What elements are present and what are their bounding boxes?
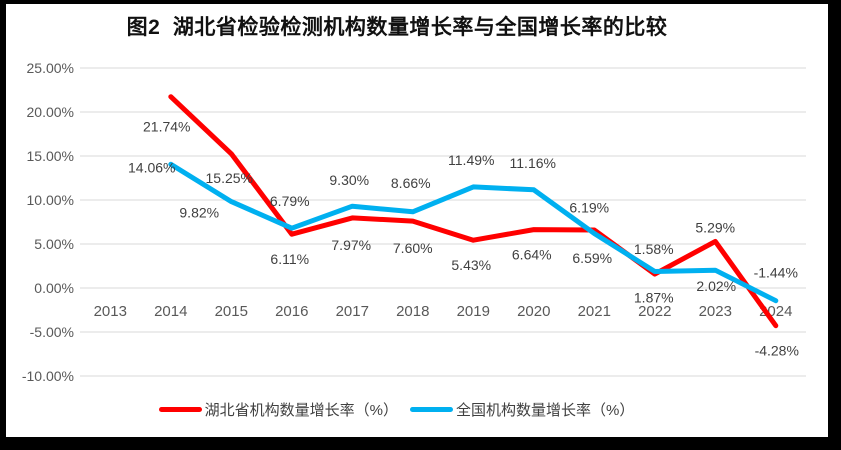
data-label-hubei-2021: 6.59% — [572, 250, 612, 266]
data-label-national-2019: 11.49% — [448, 152, 494, 168]
data-label-national-2022: 1.87% — [634, 290, 674, 306]
chart-legend: 湖北省机构数量增长率（%） 全国机构数量增长率（%） — [0, 399, 793, 420]
x-axis-tick-label: 2018 — [396, 303, 429, 320]
x-axis-tick-label: 2016 — [275, 303, 308, 320]
data-label-national-2023: 2.02% — [696, 278, 736, 294]
x-axis-tick-label: 2020 — [517, 303, 550, 320]
data-label-hubei-2018: 7.60% — [393, 240, 433, 256]
x-axis-tick-label: 2017 — [336, 303, 369, 320]
legend-label-national: 全国机构数量增长率（%） — [456, 402, 635, 419]
legend-label-hubei: 湖北省机构数量增长率（%） — [204, 402, 398, 419]
data-label-hubei-2024: -4.28% — [755, 343, 799, 359]
data-label-national-2014: 14.06% — [128, 159, 175, 175]
data-label-hubei-2014: 21.74% — [143, 119, 190, 135]
y-axis-tick-label: 5.00% — [34, 236, 74, 252]
data-label-national-2016: 6.79% — [270, 193, 310, 209]
data-label-hubei-2017: 7.97% — [331, 237, 371, 253]
x-axis-tick-label: 2013 — [94, 303, 127, 320]
data-label-hubei-2023: 5.29% — [695, 219, 735, 235]
x-axis-tick-label: 2021 — [578, 303, 611, 320]
y-axis-tick-label: 10.00% — [27, 192, 74, 208]
data-label-hubei-2015: 15.25% — [206, 170, 253, 186]
x-axis-tick-label: 2022 — [638, 303, 671, 320]
data-label-hubei-2020: 6.64% — [512, 247, 552, 263]
data-label-hubei-2016: 6.11% — [270, 251, 309, 267]
data-label-national-2015: 9.82% — [179, 205, 219, 221]
x-axis-tick-label: 2015 — [215, 303, 248, 320]
data-label-national-2020: 11.16% — [510, 155, 556, 171]
data-label-national-2024: -1.44% — [754, 265, 798, 281]
data-label-national-2021: 6.19% — [569, 200, 609, 216]
series-line-hubei — [168, 94, 779, 329]
data-label-national-2017: 9.30% — [329, 172, 369, 188]
data-label-hubei-2019: 5.43% — [451, 257, 491, 273]
data-label-national-2018: 8.66% — [391, 175, 431, 191]
y-axis-tick-label: -10.00% — [22, 368, 74, 384]
data-label-hubei-2022: 1.58% — [634, 241, 674, 257]
y-axis-tick-label: 0.00% — [34, 280, 74, 296]
chart-title: 图2 湖北省检验检测机构数量增长率与全国增长率的比较 — [126, 16, 668, 39]
legend-line-swatch-national — [410, 407, 453, 412]
legend-item-hubei: 湖北省机构数量增长率（%） — [158, 399, 398, 420]
y-axis-tick-label: 20.00% — [27, 104, 74, 120]
x-axis-tick-label: 2019 — [457, 303, 490, 320]
legend-line-swatch-hubei — [158, 407, 202, 412]
x-axis-tick-label: 2023 — [699, 303, 732, 320]
y-axis-tick-label: 15.00% — [27, 148, 74, 164]
x-axis-tick-label: 2014 — [154, 303, 187, 320]
y-axis-tick-label: -5.00% — [30, 324, 74, 340]
series-line-national — [168, 161, 779, 304]
legend-item-national: 全国机构数量增长率（%） — [410, 399, 634, 420]
y-axis-tick-label: 25.00% — [27, 60, 74, 76]
